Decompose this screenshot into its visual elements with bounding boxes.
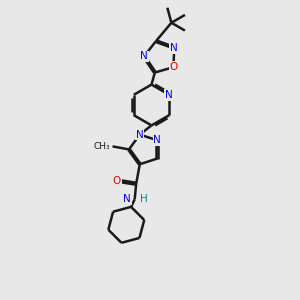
Text: O: O [112, 176, 121, 186]
Text: O: O [169, 62, 178, 72]
Text: H: H [140, 194, 148, 204]
Text: N: N [153, 135, 161, 145]
Text: CH₃: CH₃ [94, 142, 110, 151]
Text: N: N [165, 90, 173, 100]
Text: N: N [136, 130, 144, 140]
Text: N: N [170, 43, 178, 53]
Text: N: N [123, 194, 131, 204]
Text: N: N [140, 51, 148, 62]
